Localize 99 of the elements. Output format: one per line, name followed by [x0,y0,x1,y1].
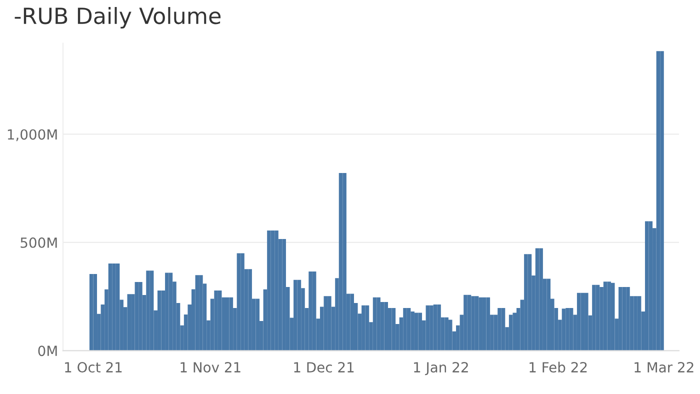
bar [433,304,438,351]
y-tick-label: 1,000M [8,129,57,142]
bar [546,278,551,351]
bar [524,254,528,351]
bar [622,287,626,351]
bar [282,238,286,351]
bar [93,274,98,351]
bar [89,274,94,351]
bar [637,296,642,351]
bar [270,230,275,351]
bar [610,282,615,351]
bar [236,253,241,351]
bar [338,172,343,351]
bar [618,287,622,351]
bar [392,308,396,351]
y-tick-label: 500M [20,237,57,248]
bar [362,305,366,351]
bar [414,312,418,351]
bar [580,292,585,351]
bar [248,269,252,351]
x-tick-label: 1 Oct 21 [65,362,122,373]
y-tick-label: 0M [38,346,57,356]
bar [634,296,638,351]
bar [157,290,162,351]
bar [584,292,588,351]
bar [380,302,384,351]
bar [195,275,200,351]
x-tick-label: 1 Nov 21 [180,362,240,373]
bar [562,308,566,351]
bar [528,254,532,351]
bar [576,292,581,351]
bar [372,297,377,351]
bar [566,308,570,351]
bar [444,317,448,351]
bar [112,263,116,351]
bar [199,275,203,351]
bar [134,282,139,351]
bar [430,305,434,351]
chart-title: -RUB Daily Volume [14,7,221,29]
bar [328,296,332,351]
bar [165,272,169,351]
x-tick-label: 1 Feb 22 [530,362,587,373]
bar [229,297,234,351]
bar [464,294,468,351]
bar [324,296,328,351]
bar [365,305,370,351]
bar [596,284,600,351]
bar [410,311,414,351]
bar [150,270,154,351]
bar [592,284,596,351]
bar [294,280,298,351]
bar [403,308,407,351]
bar [146,270,150,351]
bar [127,294,132,351]
bar [535,248,540,351]
bar [297,280,302,351]
bar [626,287,630,351]
bar [267,230,271,351]
x-tick-label: 1 Jan 22 [414,362,468,376]
bar [486,297,490,351]
bar [214,290,218,351]
bar [448,320,452,351]
bar [384,302,388,351]
bar [467,294,472,351]
bar [138,282,142,351]
bar [116,263,120,351]
bar [482,297,486,351]
bar [256,298,260,351]
bar [471,296,475,351]
bar [168,272,173,351]
bar [474,296,479,351]
bar [308,271,312,351]
bar [274,230,278,351]
bar [569,308,574,351]
bar [660,51,664,351]
bar [644,221,649,351]
bar [418,312,422,351]
bar [218,290,222,351]
x-tick-label: 1 Dec 21 [294,362,354,373]
bar [508,314,513,351]
bar [342,172,346,351]
bar [478,297,482,351]
x-tick-label: 1 Mar 22 [634,362,694,373]
bar [603,282,608,351]
bar [437,304,441,351]
bar [376,297,380,351]
bar [226,297,230,351]
bar [501,308,506,351]
bar [108,263,112,351]
bar [240,253,244,351]
bar [426,305,430,351]
bar [406,308,411,351]
bar [350,294,354,351]
bar [539,248,543,351]
bar [498,308,502,351]
bar [656,51,660,351]
bar [312,271,316,351]
bar [648,221,653,351]
bar [607,282,611,351]
